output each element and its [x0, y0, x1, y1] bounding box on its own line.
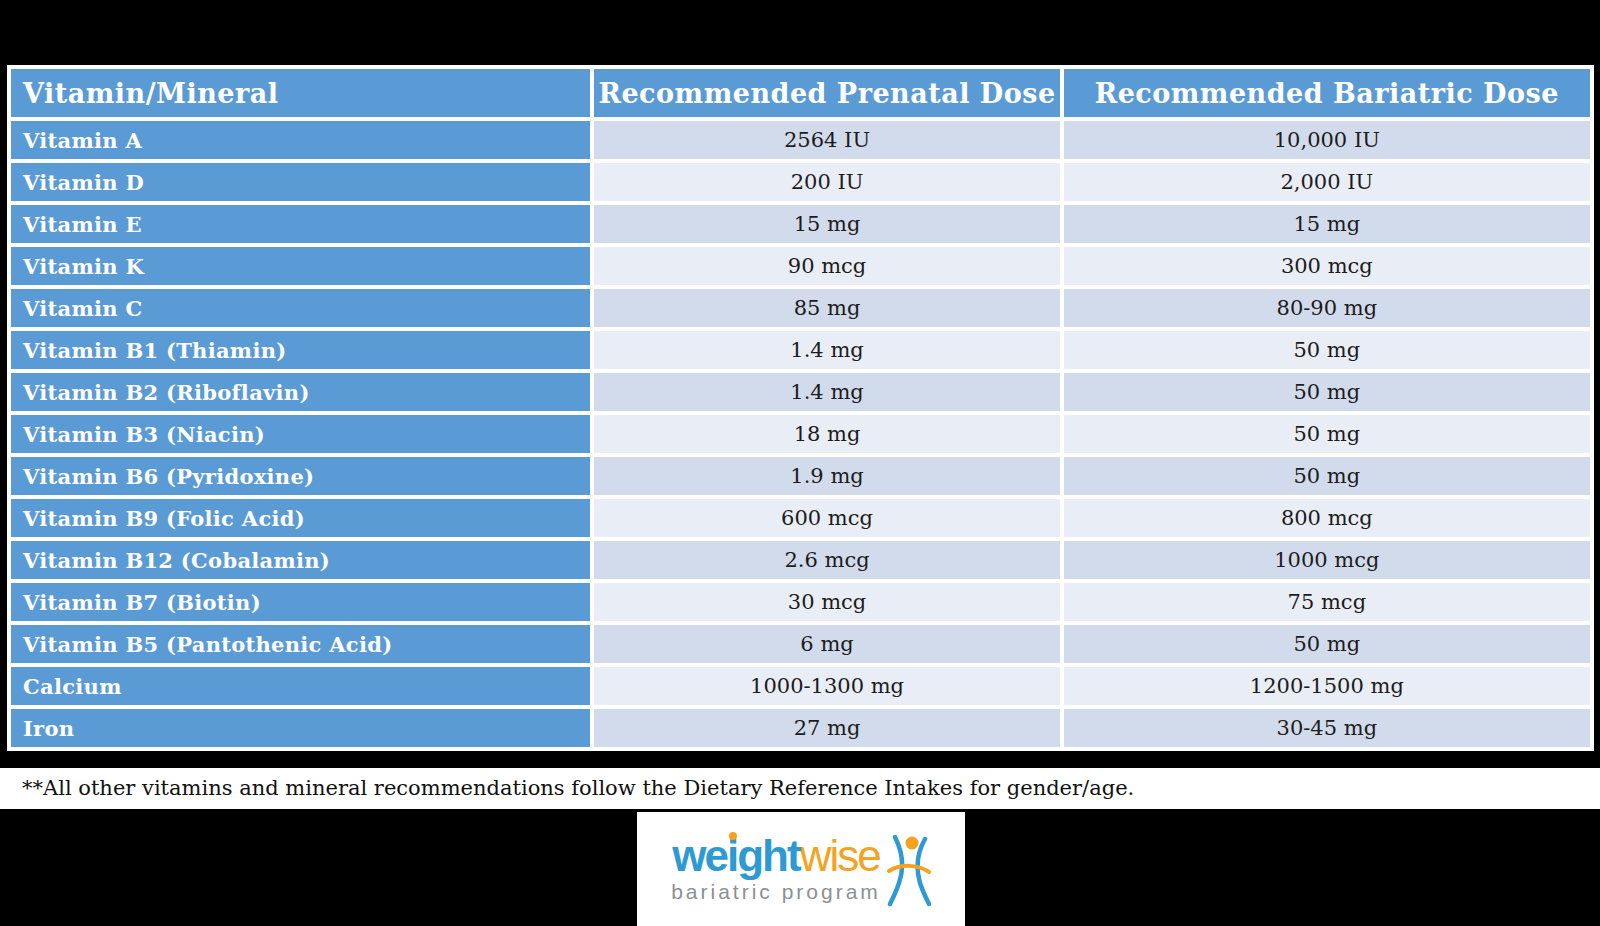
- cell-prenatal-dose: 1.4 mg: [594, 373, 1059, 411]
- table-row: Vitamin B5 (Pantothenic Acid) 6 mg 50 mg: [11, 625, 1590, 663]
- cell-vitamin-name: Vitamin B1 (Thiamin): [11, 331, 590, 369]
- cell-bariatric-dose: 75 mcg: [1064, 583, 1590, 621]
- vitamin-dose-table-container: Vitamin/Mineral Recommended Prenatal Dos…: [7, 65, 1594, 751]
- table-row: Vitamin B9 (Folic Acid) 600 mcg 800 mcg: [11, 499, 1590, 537]
- cell-vitamin-name: Vitamin D: [11, 163, 590, 201]
- table-row: Vitamin A 2564 IU 10,000 IU: [11, 121, 1590, 159]
- cell-bariatric-dose: 1200-1500 mg: [1064, 667, 1590, 705]
- cell-prenatal-dose: 200 IU: [594, 163, 1059, 201]
- cell-vitamin-name: Iron: [11, 709, 590, 747]
- cell-bariatric-dose: 80-90 mg: [1064, 289, 1590, 327]
- table-row: Vitamin B7 (Biotin) 30 mcg 75 mcg: [11, 583, 1590, 621]
- cell-bariatric-dose: 50 mg: [1064, 373, 1590, 411]
- cell-vitamin-name: Vitamin B7 (Biotin): [11, 583, 590, 621]
- cell-bariatric-dose: 50 mg: [1064, 415, 1590, 453]
- cell-prenatal-dose: 2564 IU: [594, 121, 1059, 159]
- column-header-bariatric-dose: Recommended Bariatric Dose: [1064, 69, 1590, 117]
- cell-bariatric-dose: 50 mg: [1064, 625, 1590, 663]
- vitamin-dose-table: Vitamin/Mineral Recommended Prenatal Dos…: [7, 65, 1594, 751]
- logo-word-wise: wise: [800, 831, 880, 880]
- cell-vitamin-name: Vitamin B9 (Folic Acid): [11, 499, 590, 537]
- weightwise-logo: weightwise bariatric program: [637, 812, 965, 926]
- cell-prenatal-dose: 1.9 mg: [594, 457, 1059, 495]
- table-row: Vitamin B3 (Niacin) 18 mg 50 mg: [11, 415, 1590, 453]
- column-header-prenatal-dose: Recommended Prenatal Dose: [594, 69, 1059, 117]
- table-row: Vitamin C 85 mg 80-90 mg: [11, 289, 1590, 327]
- cell-prenatal-dose: 1.4 mg: [594, 331, 1059, 369]
- table-row: Vitamin B6 (Pyridoxine) 1.9 mg 50 mg: [11, 457, 1590, 495]
- column-header-vitamin-mineral: Vitamin/Mineral: [11, 69, 590, 117]
- cell-prenatal-dose: 27 mg: [594, 709, 1059, 747]
- cell-prenatal-dose: 85 mg: [594, 289, 1059, 327]
- table-row: Vitamin K 90 mcg 300 mcg: [11, 247, 1590, 285]
- table-row: Iron 27 mg 30-45 mg: [11, 709, 1590, 747]
- cell-vitamin-name: Vitamin B6 (Pyridoxine): [11, 457, 590, 495]
- table-row: Vitamin E 15 mg 15 mg: [11, 205, 1590, 243]
- cell-bariatric-dose: 50 mg: [1064, 457, 1590, 495]
- logo-tagline: bariatric program: [671, 880, 881, 904]
- table-body: Vitamin A 2564 IU 10,000 IU Vitamin D 20…: [11, 121, 1590, 747]
- table-header-row: Vitamin/Mineral Recommended Prenatal Dos…: [11, 69, 1590, 117]
- cell-vitamin-name: Vitamin B12 (Cobalamin): [11, 541, 590, 579]
- cell-vitamin-name: Vitamin B2 (Riboflavin): [11, 373, 590, 411]
- cell-vitamin-name: Vitamin E: [11, 205, 590, 243]
- table-row: Vitamin B1 (Thiamin) 1.4 mg 50 mg: [11, 331, 1590, 369]
- cell-bariatric-dose: 1000 mcg: [1064, 541, 1590, 579]
- cell-bariatric-dose: 50 mg: [1064, 331, 1590, 369]
- cell-bariatric-dose: 30-45 mg: [1064, 709, 1590, 747]
- logo-word-weight: weight: [672, 831, 799, 880]
- cell-prenatal-dose: 15 mg: [594, 205, 1059, 243]
- cell-prenatal-dose: 600 mcg: [594, 499, 1059, 537]
- cell-bariatric-dose: 2,000 IU: [1064, 163, 1590, 201]
- logo-wordmark: weightwise: [671, 834, 881, 878]
- cell-bariatric-dose: 15 mg: [1064, 205, 1590, 243]
- cell-vitamin-name: Vitamin B5 (Pantothenic Acid): [11, 625, 590, 663]
- table-row: Vitamin B2 (Riboflavin) 1.4 mg 50 mg: [11, 373, 1590, 411]
- cell-prenatal-dose: 30 mcg: [594, 583, 1059, 621]
- cell-vitamin-name: Vitamin K: [11, 247, 590, 285]
- cell-vitamin-name: Vitamin A: [11, 121, 590, 159]
- cell-prenatal-dose: 1000-1300 mg: [594, 667, 1059, 705]
- cell-vitamin-name: Vitamin C: [11, 289, 590, 327]
- cell-prenatal-dose: 90 mcg: [594, 247, 1059, 285]
- person-figure-icon: [887, 835, 931, 907]
- table-row: Vitamin B12 (Cobalamin) 2.6 mcg 1000 mcg: [11, 541, 1590, 579]
- cell-bariatric-dose: 300 mcg: [1064, 247, 1590, 285]
- table-row: Calcium 1000-1300 mg 1200-1500 mg: [11, 667, 1590, 705]
- cell-bariatric-dose: 10,000 IU: [1064, 121, 1590, 159]
- footnote: **All other vitamins and mineral recomme…: [0, 768, 1600, 809]
- cell-prenatal-dose: 6 mg: [594, 625, 1059, 663]
- cell-vitamin-name: Calcium: [11, 667, 590, 705]
- cell-prenatal-dose: 2.6 mcg: [594, 541, 1059, 579]
- table-row: Vitamin D 200 IU 2,000 IU: [11, 163, 1590, 201]
- cell-vitamin-name: Vitamin B3 (Niacin): [11, 415, 590, 453]
- cell-bariatric-dose: 800 mcg: [1064, 499, 1590, 537]
- cell-prenatal-dose: 18 mg: [594, 415, 1059, 453]
